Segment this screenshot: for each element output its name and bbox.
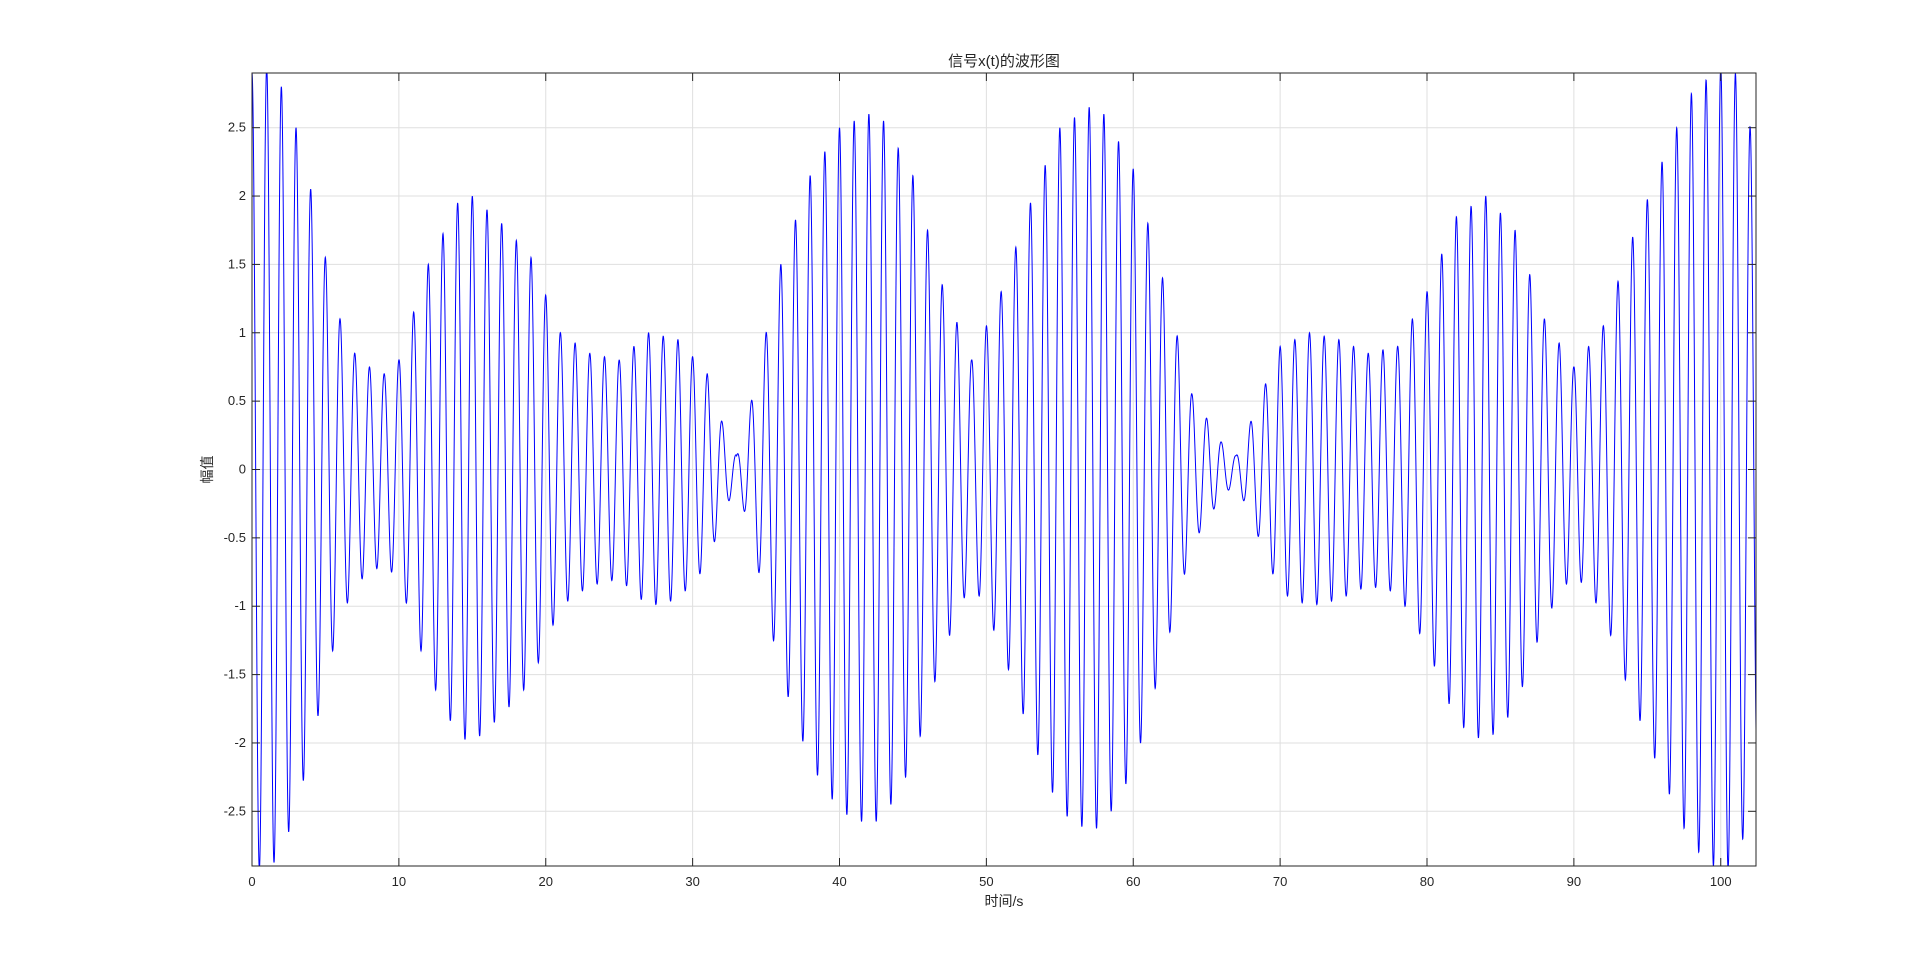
y-axis-title: 幅值 bbox=[199, 456, 215, 484]
x-tick-label: 90 bbox=[1567, 874, 1581, 889]
x-tick-label: 60 bbox=[1126, 874, 1140, 889]
grid-lines bbox=[251, 73, 1756, 866]
y-tick-label: -1 bbox=[234, 598, 246, 613]
x-axis-title: 时间/s bbox=[985, 893, 1024, 909]
x-tick-label: 100 bbox=[1710, 874, 1732, 889]
y-tick-label: 0 bbox=[239, 462, 246, 477]
y-tick-label: -0.5 bbox=[224, 530, 246, 545]
y-tick-label: -2 bbox=[234, 735, 246, 750]
y-tick-label: 2.5 bbox=[228, 120, 246, 135]
y-tick-label: -1.5 bbox=[224, 667, 246, 682]
x-tick-label: 10 bbox=[392, 874, 406, 889]
x-tick-label: 50 bbox=[979, 874, 993, 889]
x-tick-label: 0 bbox=[248, 874, 255, 889]
chart-title: 信号x(t)的波形图 bbox=[948, 53, 1060, 70]
y-tick-label: 1.5 bbox=[228, 256, 246, 271]
x-tick-label: 20 bbox=[539, 874, 553, 889]
axis-ticks: 0 10 20 30 40 50 60 70 80 90 100 -2.5 -2 -1.5 -1 -0.5 0 0… bbox=[224, 73, 1756, 889]
x-tick-label: 70 bbox=[1273, 874, 1287, 889]
x-tick-label: 40 bbox=[832, 874, 846, 889]
x-tick-label: 80 bbox=[1420, 874, 1434, 889]
y-tick-label: -2.5 bbox=[224, 803, 246, 818]
y-tick-label: 0.5 bbox=[228, 393, 246, 408]
x-tick-label: 30 bbox=[685, 874, 699, 889]
y-tick-label: 1 bbox=[239, 325, 246, 340]
y-tick-label: 2 bbox=[239, 188, 246, 203]
signal-line bbox=[251, 72, 1757, 867]
plot-area bbox=[251, 72, 1757, 867]
